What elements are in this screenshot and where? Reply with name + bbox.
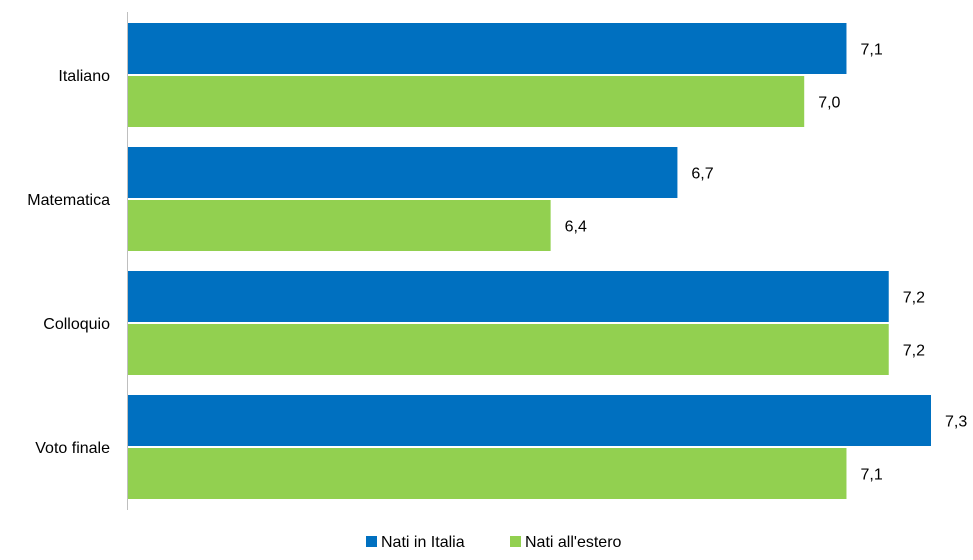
bar-matematica-nati-in-italia — [128, 147, 678, 198]
value-label-matematica-nati-in-italia: 6,7 — [691, 166, 713, 183]
category-label-colloquio: Colloquio — [43, 316, 110, 333]
bar-colloquio-nati-in-italia — [128, 271, 889, 322]
legend-swatch-nati-in-italia — [366, 536, 377, 547]
value-label-matematica-nati-all-estero: 6,4 — [565, 219, 587, 236]
bar-italiano-nati-in-italia — [128, 23, 847, 74]
category-label-matematica: Matematica — [27, 192, 110, 209]
bar-colloquio-nati-all-estero — [128, 324, 889, 375]
value-labels: 7,1 7,0 6,7 6,4 7,2 7,2 7,3 7,1 — [565, 42, 968, 484]
category-label-italiano: Italiano — [58, 68, 110, 85]
value-label-voto-finale-nati-all-estero: 7,1 — [860, 467, 882, 484]
value-label-colloquio-nati-in-italia: 7,2 — [903, 290, 925, 307]
bar-matematica-nati-all-estero — [128, 200, 551, 251]
value-label-voto-finale-nati-in-italia: 7,3 — [945, 414, 967, 431]
bar-italiano-nati-all-estero — [128, 76, 805, 127]
legend-label-nati-in-italia: Nati in Italia — [381, 534, 465, 551]
value-label-colloquio-nati-all-estero: 7,2 — [903, 343, 925, 360]
bars-group — [128, 23, 931, 499]
bar-voto-finale-nati-all-estero — [128, 448, 847, 499]
legend: Nati in Italia Nati all'estero — [366, 534, 622, 551]
legend-swatch-nati-all-estero — [510, 536, 521, 547]
value-label-italiano-nati-in-italia: 7,1 — [860, 42, 882, 59]
bar-voto-finale-nati-in-italia — [128, 395, 931, 446]
legend-label-nati-all-estero: Nati all'estero — [525, 534, 622, 551]
value-label-italiano-nati-all-estero: 7,0 — [818, 95, 840, 112]
category-labels: Italiano Matematica Colloquio Voto finale — [27, 68, 110, 457]
category-label-voto-finale: Voto finale — [35, 440, 110, 457]
